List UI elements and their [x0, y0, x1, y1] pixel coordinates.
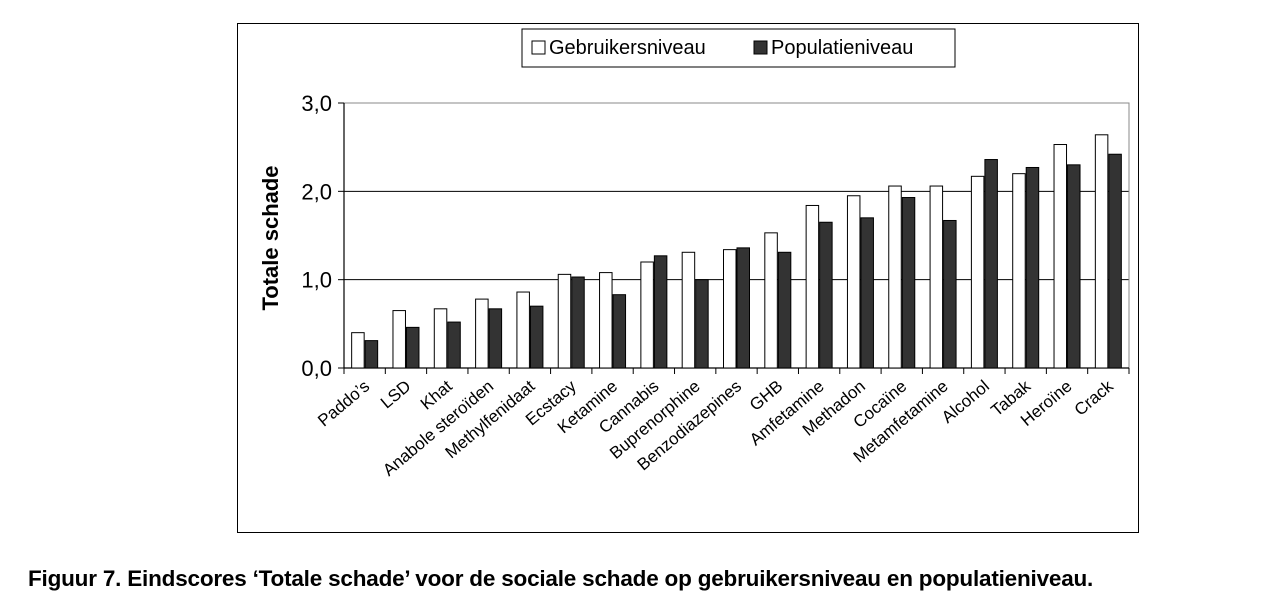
y-axis-label: Totale schade [258, 165, 283, 310]
bar-populatieniveau [488, 308, 503, 369]
bar-gebruikersniveau [516, 291, 530, 369]
bar-populatieniveau [943, 219, 957, 369]
bar-gebruikersniveau [681, 251, 696, 369]
y-tick-label: 3,0 [301, 91, 332, 116]
bar-populatieniveau [364, 340, 379, 369]
bar-populatieniveau [571, 276, 585, 369]
legend-swatch-gebruikersniveau [531, 40, 546, 55]
x-tick-label: LSD [377, 377, 415, 413]
bar-gebruikersniveau [351, 332, 365, 369]
figure-caption: Figuur 7. Eindscores ‘Totale schade’ voo… [28, 566, 1094, 591]
bar-populatieniveau [1108, 153, 1122, 369]
x-tick-label: Paddo’s [314, 377, 373, 431]
bar-populatieniveau [901, 197, 916, 369]
legend-swatch-populatieniveau [753, 40, 768, 55]
y-tick-label: 0,0 [301, 356, 332, 381]
bar-populatieniveau [405, 326, 420, 369]
bar-gebruikersniveau [723, 249, 737, 369]
chart-frame: 0,0 1,0 2,0 3,0 Paddo’s LSD Khat Anabole steroï… [237, 23, 1139, 533]
bar-populatieniveau [819, 221, 833, 369]
bar-gebruikersniveau [392, 310, 406, 369]
bar-populatieniveau [1067, 164, 1081, 369]
bar-populatieniveau [984, 159, 998, 369]
bar-gebruikersniveau [475, 298, 489, 369]
bar-gebruikersniveau [764, 232, 778, 369]
bar-gebruikersniveau [805, 204, 820, 369]
bars [351, 134, 1122, 369]
legend-label-populatieniveau: Populatieniveau [771, 37, 913, 59]
bar-populatieniveau [860, 217, 874, 369]
legend-box [521, 28, 956, 68]
bar-gebruikersniveau [1094, 134, 1109, 369]
bar-gebruikersniveau [640, 261, 654, 369]
bar-gebruikersniveau [599, 272, 613, 369]
legend: Gebruikersniveau Populatieniveau [521, 28, 956, 68]
bar-gebruikersniveau [970, 175, 985, 369]
bar-gebruikersniveau [433, 308, 448, 369]
bar-populatieniveau [695, 279, 709, 369]
bar-gebruikersniveau [846, 195, 861, 369]
y-tick-label: 1,0 [301, 268, 332, 293]
x-tick-label: Alcohol [938, 377, 993, 427]
bar-gebruikersniveau [929, 185, 944, 369]
bar-populatieniveau [529, 305, 544, 369]
x-tick-label: Crack [1071, 376, 1118, 419]
bar-gebruikersniveau [1053, 144, 1068, 369]
bar-populatieniveau [612, 294, 627, 369]
bar-populatieniveau [777, 251, 792, 369]
bar-gebruikersniveau [557, 273, 572, 369]
y-tick-label: 2,0 [301, 179, 332, 204]
bar-populatieniveau [447, 321, 461, 369]
bar-gebruikersniveau [888, 185, 902, 369]
bar-populatieniveau [736, 247, 750, 369]
bar-populatieniveau [653, 255, 668, 369]
legend-label-gebruikersniveau: Gebruikersniveau [549, 37, 706, 59]
bar-populatieniveau [1025, 166, 1040, 369]
bar-gebruikersniveau [1012, 173, 1026, 369]
